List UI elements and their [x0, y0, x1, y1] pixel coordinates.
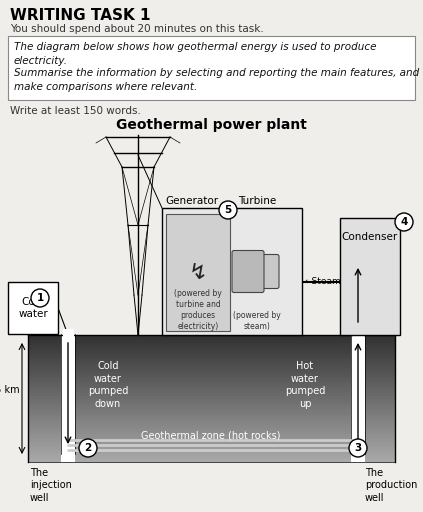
Bar [28, 357, 395, 360]
Circle shape [31, 289, 49, 307]
Text: Hot
water
pumped
up: Hot water pumped up [285, 361, 325, 409]
Bar [28, 342, 395, 345]
Text: The diagram below shows how geothermal energy is used to produce
electricity.: The diagram below shows how geothermal e… [14, 42, 376, 66]
Bar [28, 393, 395, 396]
Text: WRITING TASK 1: WRITING TASK 1 [10, 8, 151, 23]
Bar [28, 452, 395, 454]
Bar [28, 390, 395, 393]
Bar [28, 350, 395, 353]
Bar [28, 362, 395, 366]
Circle shape [79, 439, 97, 457]
Bar [28, 439, 395, 442]
Bar [28, 431, 395, 434]
Bar [28, 383, 395, 386]
FancyBboxPatch shape [232, 250, 264, 292]
Bar [28, 375, 395, 378]
Bar [8, 282, 58, 334]
Circle shape [349, 439, 367, 457]
Bar [28, 413, 395, 416]
Text: 1: 1 [36, 293, 44, 303]
Bar [28, 403, 395, 406]
Bar [28, 368, 395, 371]
Bar [28, 449, 395, 452]
Text: 4: 4 [400, 217, 408, 227]
Bar [28, 444, 395, 447]
Text: 3: 3 [354, 443, 362, 453]
Text: Generator: Generator [165, 196, 219, 206]
Text: Write at least 150 words.: Write at least 150 words. [10, 106, 141, 116]
Bar [28, 355, 395, 358]
Bar [28, 434, 395, 437]
Text: ↯: ↯ [189, 263, 207, 283]
Bar [28, 416, 395, 419]
Bar [162, 208, 302, 335]
Bar [28, 373, 395, 376]
Bar [28, 418, 395, 421]
Bar [28, 378, 395, 381]
Bar [28, 426, 395, 429]
Circle shape [395, 213, 413, 231]
Text: Turbine: Turbine [238, 196, 276, 206]
Text: (powered by
steam): (powered by steam) [233, 311, 281, 331]
Bar [28, 408, 395, 411]
Bar [28, 459, 395, 462]
Bar [28, 436, 395, 439]
Bar [28, 441, 395, 444]
Bar [28, 398, 395, 401]
Text: Cold
water: Cold water [18, 297, 48, 319]
Bar [28, 360, 395, 363]
Text: Summarise the information by selecting and reporting the main features, and
make: Summarise the information by selecting a… [14, 68, 419, 92]
Bar [8, 36, 415, 100]
Text: Geothermal power plant: Geothermal power plant [115, 118, 306, 132]
FancyBboxPatch shape [272, 259, 294, 285]
Bar [28, 370, 395, 373]
Bar [28, 454, 395, 457]
Bar [28, 406, 395, 409]
Bar [61, 335, 75, 462]
Bar [28, 345, 395, 348]
Bar [28, 365, 395, 368]
FancyBboxPatch shape [252, 254, 279, 288]
Bar [28, 339, 395, 343]
Text: 4.5 km: 4.5 km [0, 385, 20, 395]
Text: (powered by
turbine and
produces
electricity): (powered by turbine and produces electri… [174, 289, 222, 331]
Bar [28, 388, 395, 391]
Bar [28, 423, 395, 426]
Bar [28, 334, 395, 337]
Bar [28, 337, 395, 340]
Bar [28, 400, 395, 403]
Bar [28, 421, 395, 424]
Bar [340, 218, 400, 335]
Text: Geothermal zone (hot rocks): Geothermal zone (hot rocks) [141, 430, 281, 440]
Bar [28, 429, 395, 432]
Bar [166, 214, 230, 331]
Circle shape [219, 201, 237, 219]
Text: Condenser: Condenser [342, 232, 398, 242]
Text: Cold
water
pumped
down: Cold water pumped down [88, 361, 128, 409]
Bar [28, 352, 395, 355]
Bar [28, 347, 395, 350]
Bar [28, 395, 395, 398]
Text: 2: 2 [84, 443, 92, 453]
Text: ←Steam: ←Steam [305, 278, 342, 287]
Text: You should spend about 20 minutes on this task.: You should spend about 20 minutes on thi… [10, 24, 264, 34]
Bar [28, 456, 395, 459]
Bar [28, 386, 395, 388]
Text: The
production
well: The production well [365, 468, 418, 503]
Text: 5: 5 [224, 205, 232, 215]
Bar [351, 335, 365, 462]
Text: The
injection
well: The injection well [30, 468, 72, 503]
Bar [28, 380, 395, 383]
Bar [28, 446, 395, 450]
Bar [28, 411, 395, 414]
